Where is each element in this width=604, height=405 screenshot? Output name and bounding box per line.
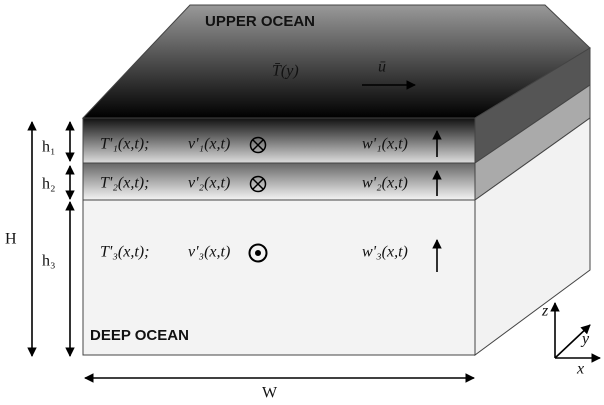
mean-flow: ū	[378, 59, 386, 76]
v-velocity: v'₃(x,t)	[188, 244, 230, 261]
x-axis: x	[576, 361, 584, 378]
y-axis: y	[580, 331, 590, 348]
h3-label: h₃	[42, 253, 56, 270]
temperature: T'₃(x,t);	[100, 244, 149, 261]
block	[83, 5, 590, 355]
w-velocity: w'₂(x,t)	[362, 175, 408, 192]
top-label: UPPER OCEAN	[205, 13, 315, 30]
h1-label: h₁	[42, 139, 56, 156]
v-velocity: v'₁(x,t)	[188, 136, 230, 153]
h2-label: h₂	[42, 176, 56, 193]
w-velocity: w'₁(x,t)	[362, 136, 408, 153]
total-depth: H	[5, 231, 17, 248]
z-axis: z	[541, 303, 549, 320]
w-velocity: w'₃(x,t)	[362, 244, 408, 261]
mean-temperature: T̄(y)	[272, 63, 299, 80]
width-label: W	[262, 385, 278, 402]
ocean-diagram: UPPER OCEAN T̄(y) ū T'₁(x,t); v'₁(x,t) w…	[0, 0, 604, 405]
v-velocity: v'₂(x,t)	[188, 175, 230, 192]
bottom-label: DEEP OCEAN	[90, 327, 189, 344]
axes: z y x	[541, 303, 600, 378]
temperature: T'₂(x,t);	[100, 175, 149, 192]
temperature: T'₁(x,t);	[100, 136, 149, 153]
